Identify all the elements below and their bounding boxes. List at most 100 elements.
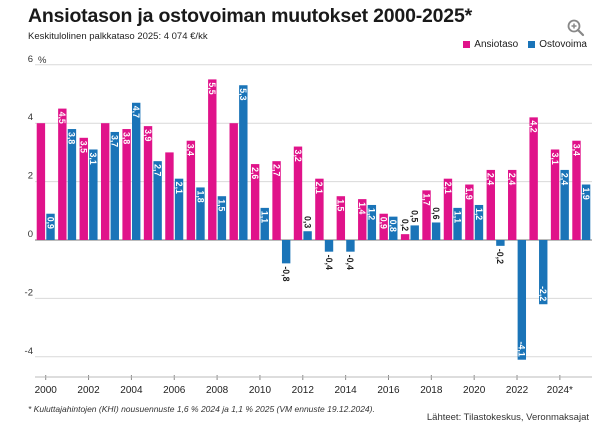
data-label-ansiotaso-2008: 5,5: [207, 82, 217, 94]
data-label-ostovoima-2019: 1,1: [452, 211, 462, 223]
bar-ostovoima-2007: [196, 187, 205, 240]
data-label-ostovoima-2011: -0,8: [281, 266, 291, 281]
x-tick-label: 2006: [163, 385, 186, 396]
bar-ostovoima-2006: [174, 178, 184, 240]
data-label-ostovoima-2025: 1,9: [581, 188, 591, 200]
data-label-ansiotaso-2010: 2,6: [250, 167, 260, 179]
x-tick-label: 2012: [292, 385, 315, 396]
legend-label-ostovoima: Ostovoima: [539, 39, 587, 50]
x-tick-label: 2018: [420, 385, 443, 396]
legend-item-ansiotaso: Ansiotaso: [463, 39, 518, 50]
bar-ostovoima-2010: [260, 207, 269, 240]
bar-ansiotaso-2000: [36, 123, 46, 240]
footnote: * Kuluttajahintojen (KHI) nousuennuste 1…: [28, 404, 375, 414]
bar-ostovoima-2022: [517, 240, 527, 360]
bar-ansiotaso-2002: [79, 137, 88, 240]
data-label-ansiotaso-2014: 1,5: [336, 199, 346, 211]
x-tick-label: 2008: [206, 385, 229, 396]
bar-ansiotaso-2025: [572, 140, 581, 240]
y-tick-label: -2: [25, 287, 33, 298]
data-label-ostovoima-2020: 1,2: [474, 208, 484, 220]
bar-ostovoima-2018: [431, 222, 441, 240]
bar-ansiotaso-2015: [358, 199, 367, 240]
bar-ostovoima-2025: [581, 184, 591, 240]
bar-ostovoima-2021: [496, 240, 505, 246]
bar-ansiotaso-2008: [208, 79, 217, 241]
data-label-ostovoima-2024: 2,4: [559, 173, 569, 185]
bar-ansiotaso-2003: [100, 123, 110, 240]
data-label-ansiotaso-2013: 2,1: [314, 182, 324, 194]
x-tick-label: 2014: [335, 385, 358, 396]
x-tick-label: 2020: [463, 385, 486, 396]
data-label-ostovoima-2016: 0,8: [388, 220, 398, 232]
bar-ansiotaso-2007: [186, 140, 196, 240]
legend-swatch-ostovoima: [528, 41, 536, 48]
data-label-ansiotaso-2022: 2,4: [507, 173, 517, 185]
bar-ostovoima-2000: [46, 213, 55, 240]
bar-ostovoima-2020: [474, 204, 484, 240]
data-label-ansiotaso-2016: 0,9: [378, 217, 388, 229]
bar-ostovoima-2023: [539, 240, 548, 305]
bar-ansiotaso-2019: [443, 178, 453, 240]
data-label-ansiotaso-2021: 2,4: [486, 173, 496, 185]
data-label-ansiotaso-2023: 4,2: [528, 120, 538, 132]
bar-ansiotaso-2013: [315, 178, 324, 240]
data-label-ansiotaso-2018: 1,7: [421, 193, 431, 205]
data-label-ostovoima-2001: 3,8: [67, 132, 77, 144]
data-label-ostovoima-2007: 1,8: [195, 190, 205, 202]
data-label-ansiotaso-2019: 2,1: [443, 182, 453, 194]
bar-ansiotaso-2004: [122, 129, 131, 240]
bar-ostovoima-2014: [346, 240, 355, 252]
bar-ansiotaso-2011: [272, 161, 281, 240]
data-label-ostovoima-2002: 3,1: [88, 152, 98, 164]
bar-ansiotaso-2006: [165, 152, 174, 240]
data-label-ansiotaso-2024: 3,1: [550, 152, 560, 164]
data-label-ansiotaso-2007: 3,4: [186, 144, 196, 156]
bar-ansiotaso-2017: [400, 234, 410, 240]
bar-ostovoima-2001: [67, 129, 77, 240]
bar-ostovoima-2009: [239, 85, 248, 241]
data-label-ostovoima-2012: 0,3: [302, 216, 312, 228]
data-label-ostovoima-2021: -0,2: [495, 249, 505, 264]
data-label-ostovoima-2023: -2,2: [538, 286, 548, 301]
data-label-ansiotaso-2025: 3,4: [571, 144, 581, 156]
data-label-ostovoima-2008: 1,5: [217, 199, 227, 211]
data-label-ostovoima-2009: 5,3: [238, 88, 248, 100]
bar-ostovoima-2019: [453, 207, 462, 240]
bar-ostovoima-2016: [389, 216, 398, 240]
data-label-ansiotaso-2012: 3,2: [293, 150, 303, 162]
chart-title: Ansiotason ja ostovoiman muutokset 2000-…: [28, 5, 472, 27]
data-label-ansiotaso-2005: 3,9: [143, 129, 153, 141]
chart-legend: Ansiotaso Ostovoima: [463, 39, 587, 50]
bar-ansiotaso-2023: [529, 117, 538, 240]
bar-ansiotaso-2024: [550, 149, 560, 240]
magnifier-zoom-icon[interactable]: [566, 18, 586, 38]
y-tick-label: 2: [28, 171, 33, 182]
bar-ostovoima-2004: [132, 102, 141, 240]
data-label-ansiotaso-2017: 0,2: [400, 219, 410, 231]
bar-ansiotaso-2001: [58, 108, 67, 240]
bar-ansiotaso-2010: [250, 164, 260, 240]
bar-ostovoima-2012: [303, 231, 312, 240]
bar-ostovoima-2008: [217, 196, 227, 240]
bar-ansiotaso-2014: [336, 196, 346, 240]
bar-ostovoima-2024: [560, 169, 569, 240]
x-tick-label: 2002: [77, 385, 100, 396]
y-tick-label: 0: [28, 229, 33, 240]
data-label-ostovoima-2015: 1,2: [367, 208, 377, 220]
bar-ansiotaso-2005: [143, 126, 153, 240]
data-label-ansiotaso-2011: 2,7: [271, 164, 281, 176]
bar-ansiotaso-2012: [293, 146, 303, 240]
data-label-ansiotaso-2001: 4,5: [57, 112, 67, 124]
data-label-ansiotaso-2002: 3,5: [79, 141, 89, 153]
chart-subtitle: Keskitulolinen palkkataso 2025: 4 074 €/…: [28, 31, 208, 42]
y-tick-label: -4: [25, 346, 33, 357]
bar-ansiotaso-2022: [508, 169, 517, 240]
data-label-ostovoima-2003: 3,7: [110, 135, 120, 147]
x-tick-label: 2000: [35, 385, 58, 396]
data-label-ostovoima-2006: 2,1: [174, 182, 184, 194]
x-tick-label: 2010: [249, 385, 272, 396]
bar-ostovoima-2015: [367, 204, 377, 240]
x-tick-label: 2024*: [547, 385, 573, 396]
